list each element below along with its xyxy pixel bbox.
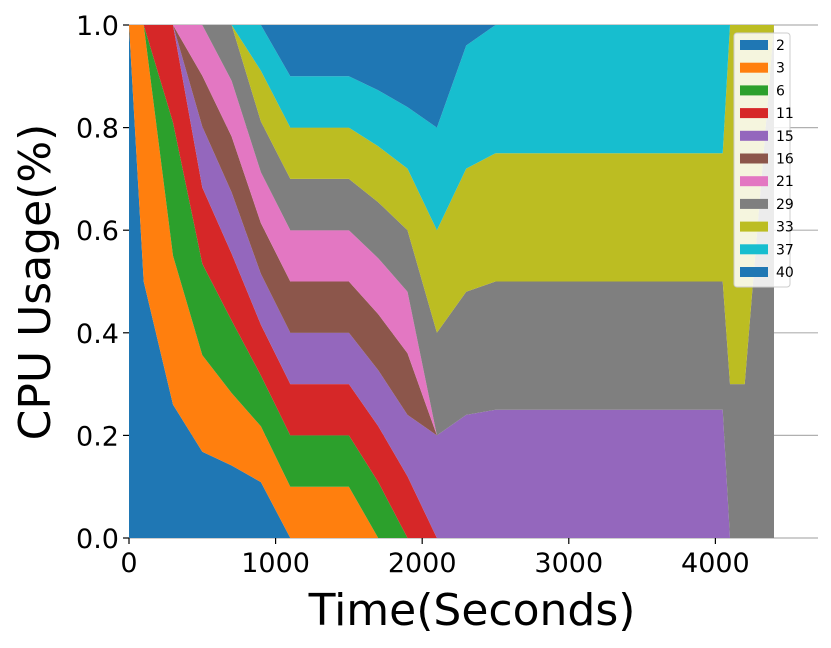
area-series-40 [129, 25, 774, 128]
legend-label-3: 3 [776, 61, 785, 77]
y-tick-label-4: 0.8 [76, 114, 119, 145]
legend-label-40: 40 [776, 265, 794, 281]
legend-swatch-29 [740, 198, 768, 209]
legend-swatch-15 [740, 130, 768, 141]
legend-label-33: 33 [776, 220, 794, 236]
area-series [129, 25, 774, 538]
x-tick-label-1: 1000 [241, 548, 310, 579]
area-series-15 [129, 25, 774, 538]
area-series-16 [129, 25, 774, 538]
x-tick-label-4: 4000 [681, 548, 750, 579]
legend-swatch-37 [740, 244, 768, 255]
legend-swatch-16 [740, 153, 768, 164]
legend-label-37: 37 [776, 242, 794, 258]
legend-label-15: 15 [776, 129, 794, 145]
area-series-2 [129, 25, 774, 538]
legend-label-29: 29 [776, 197, 794, 213]
area-series-33 [129, 25, 774, 385]
area-series-11 [129, 25, 774, 538]
legend-swatch-6 [740, 85, 768, 96]
legend-label-16: 16 [776, 152, 794, 168]
legend-swatch-33 [740, 221, 768, 232]
legend-swatch-21 [740, 176, 768, 187]
y-axis-title: CPU Usage(%) [10, 124, 61, 441]
legend-swatch-40 [740, 267, 768, 277]
x-tick-label-3: 3000 [534, 548, 603, 579]
area-series-29 [129, 25, 774, 538]
y-tick-label-2: 0.4 [76, 319, 119, 350]
x-axis-title: Time(Seconds) [308, 585, 636, 636]
y-tick-label-1: 0.2 [76, 421, 119, 452]
legend-swatch-11 [740, 108, 768, 119]
x-tick-label-0: 0 [120, 548, 137, 579]
y-tick-label-3: 0.6 [76, 216, 119, 247]
x-tick-label-2: 2000 [388, 548, 457, 579]
legend-swatch-2 [740, 40, 768, 50]
legend-label-21: 21 [776, 174, 794, 190]
legend-swatch-3 [740, 62, 768, 73]
y-tick-label-5: 1.0 [76, 11, 119, 42]
y-tick-label-0: 0.0 [76, 524, 119, 555]
legend-label-6: 6 [776, 83, 785, 99]
legend-label-11: 11 [776, 106, 794, 122]
legend: 2 3 6 11 15 16 21 29 33 37 40 [733, 32, 794, 288]
legend-label-2: 2 [776, 38, 785, 54]
area-series-37 [129, 25, 774, 231]
axes: 0 1000 2000 3000 4000 0.0 0.2 0.4 0.6 0.8 1.0 [76, 11, 750, 579]
